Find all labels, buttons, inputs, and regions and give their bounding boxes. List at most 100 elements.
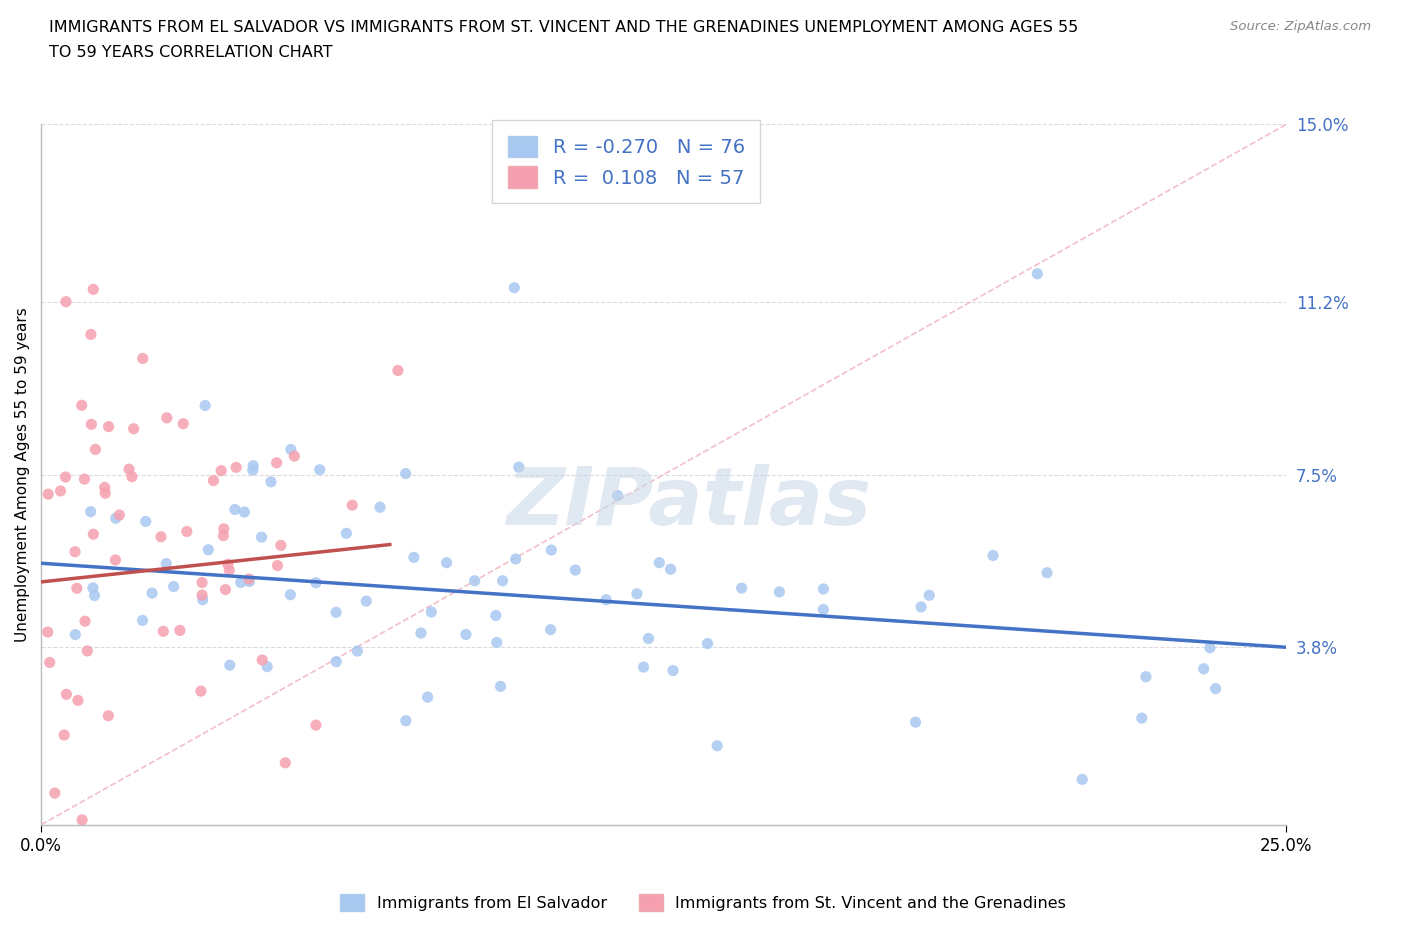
Point: [238, 572, 260, 587]
Point: [212, 528, 235, 543]
Point: [194, 398, 217, 413]
Point: [224, 502, 246, 517]
Point: [266, 456, 288, 471]
Point: [93, 480, 115, 495]
Point: [1199, 641, 1222, 656]
Point: [464, 574, 486, 589]
Point: [108, 508, 131, 523]
Point: [260, 474, 283, 489]
Point: [485, 635, 508, 650]
Point: [82, 526, 104, 541]
Point: [918, 588, 941, 603]
Point: [83, 588, 105, 603]
Point: [305, 718, 328, 733]
Point: [70, 813, 93, 828]
Point: [564, 563, 586, 578]
Point: [176, 524, 198, 538]
Text: IMMIGRANTS FROM EL SALVADOR VS IMMIGRANTS FROM ST. VINCENT AND THE GRENADINES UN: IMMIGRANTS FROM EL SALVADOR VS IMMIGRANT…: [49, 20, 1078, 35]
Point: [73, 472, 96, 486]
Point: [202, 473, 225, 488]
Point: [229, 575, 252, 590]
Point: [212, 522, 235, 537]
Point: [1135, 670, 1157, 684]
Point: [55, 470, 77, 485]
Point: [121, 470, 143, 485]
Point: [118, 461, 141, 476]
Point: [225, 460, 247, 475]
Point: [595, 592, 617, 607]
Point: [637, 631, 659, 646]
Point: [37, 625, 59, 640]
Point: [104, 552, 127, 567]
Point: [152, 624, 174, 639]
Point: [65, 627, 87, 642]
Point: [280, 442, 302, 457]
Point: [73, 614, 96, 629]
Point: [191, 592, 214, 607]
Point: [242, 458, 264, 473]
Point: [305, 576, 328, 591]
Text: TO 59 YEARS CORRELATION CHART: TO 59 YEARS CORRELATION CHART: [49, 45, 333, 60]
Point: [270, 538, 292, 552]
Point: [156, 410, 179, 425]
Point: [55, 294, 77, 309]
Point: [1036, 565, 1059, 580]
Point: [633, 659, 655, 674]
Point: [280, 587, 302, 602]
Point: [44, 786, 66, 801]
Point: [1192, 661, 1215, 676]
Point: [163, 579, 186, 594]
Point: [82, 282, 104, 297]
Point: [149, 529, 172, 544]
Point: [252, 653, 274, 668]
Point: [141, 586, 163, 601]
Point: [214, 582, 236, 597]
Point: [910, 600, 932, 615]
Point: [209, 463, 232, 478]
Point: [191, 575, 214, 590]
Point: [82, 580, 104, 595]
Point: [395, 713, 418, 728]
Point: [368, 499, 391, 514]
Point: [508, 459, 530, 474]
Point: [1071, 772, 1094, 787]
Point: [122, 421, 145, 436]
Point: [49, 484, 72, 498]
Point: [342, 498, 364, 512]
Point: [97, 709, 120, 724]
Point: [606, 488, 628, 503]
Point: [346, 644, 368, 658]
Point: [454, 627, 477, 642]
Point: [197, 542, 219, 557]
Point: [217, 557, 239, 572]
Point: [84, 442, 107, 457]
Point: [131, 613, 153, 628]
Point: [813, 581, 835, 596]
Point: [155, 556, 177, 571]
Point: [135, 514, 157, 529]
Point: [250, 530, 273, 545]
Point: [402, 550, 425, 565]
Point: [904, 714, 927, 729]
Point: [63, 544, 86, 559]
Point: [813, 602, 835, 617]
Point: [308, 462, 330, 477]
Point: [768, 584, 790, 599]
Point: [53, 727, 76, 742]
Point: [104, 511, 127, 525]
Point: [218, 658, 240, 672]
Text: ZIPatlas: ZIPatlas: [506, 463, 872, 541]
Point: [706, 738, 728, 753]
Point: [981, 548, 1004, 563]
Point: [387, 363, 409, 378]
Point: [191, 588, 214, 603]
Point: [70, 398, 93, 413]
Point: [436, 555, 458, 570]
Point: [730, 580, 752, 595]
Point: [80, 417, 103, 432]
Point: [218, 563, 240, 578]
Point: [505, 551, 527, 566]
Point: [659, 562, 682, 577]
Point: [696, 636, 718, 651]
Point: [274, 755, 297, 770]
